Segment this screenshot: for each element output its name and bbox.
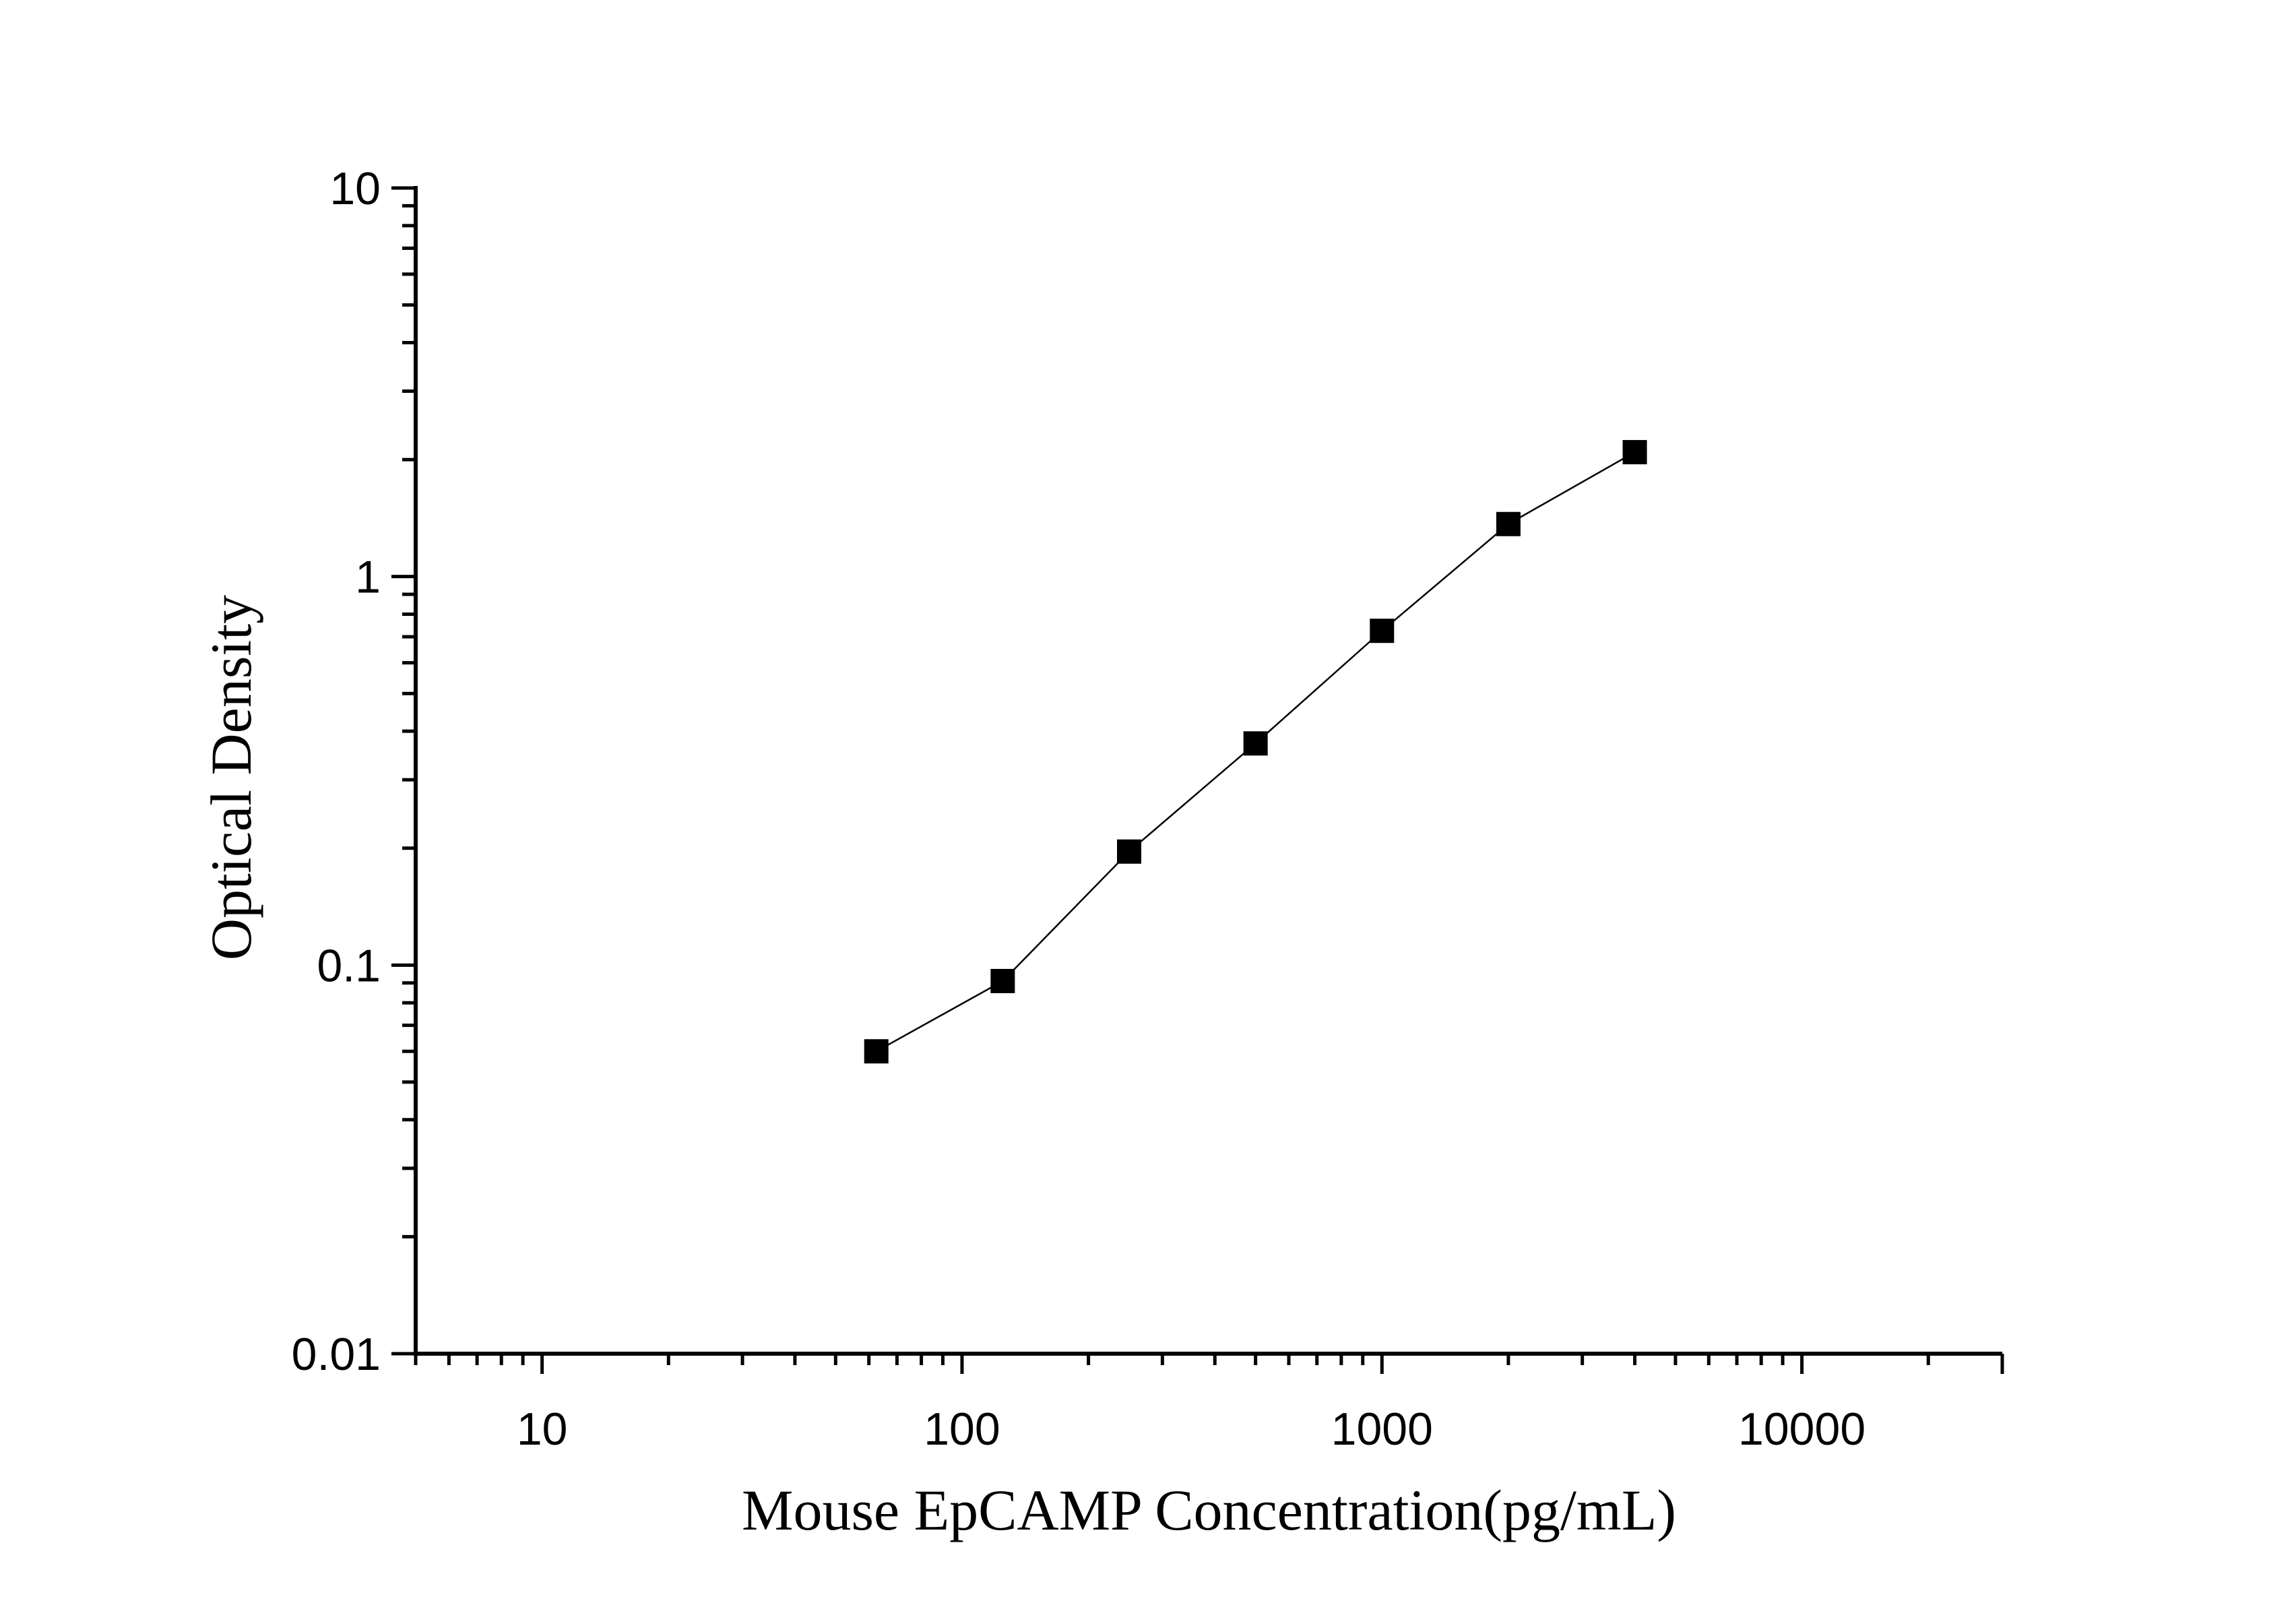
data-point bbox=[1370, 619, 1395, 643]
data-point bbox=[1496, 511, 1521, 536]
plot-area bbox=[864, 440, 1647, 1064]
y-tick-label: 0.01 bbox=[292, 1329, 381, 1380]
x-tick-label: 10000 bbox=[1738, 1404, 1865, 1455]
y-ticks: 0.01 0.1 1 10 bbox=[292, 163, 416, 1380]
y-tick-label: 0.1 bbox=[317, 940, 381, 991]
data-point bbox=[1622, 440, 1647, 465]
x-tick-label: 100 bbox=[924, 1404, 1000, 1455]
data-point bbox=[1117, 839, 1142, 864]
axes bbox=[414, 186, 2002, 1356]
data-point bbox=[1243, 731, 1268, 756]
x-ticks: 10 100 1000 10000 bbox=[414, 1354, 2004, 1455]
x-axis-title: Mouse EpCAMP Concentration(pg/mL) bbox=[742, 1478, 1676, 1542]
x-tick-label: 1000 bbox=[1331, 1404, 1433, 1455]
x-tick-label: 10 bbox=[517, 1404, 568, 1455]
data-point bbox=[990, 968, 1015, 993]
y-tick-label: 1 bbox=[355, 552, 381, 603]
y-tick-label: 10 bbox=[329, 163, 381, 214]
y-axis-title: Optical Density bbox=[199, 595, 263, 960]
data-point bbox=[864, 1039, 889, 1064]
